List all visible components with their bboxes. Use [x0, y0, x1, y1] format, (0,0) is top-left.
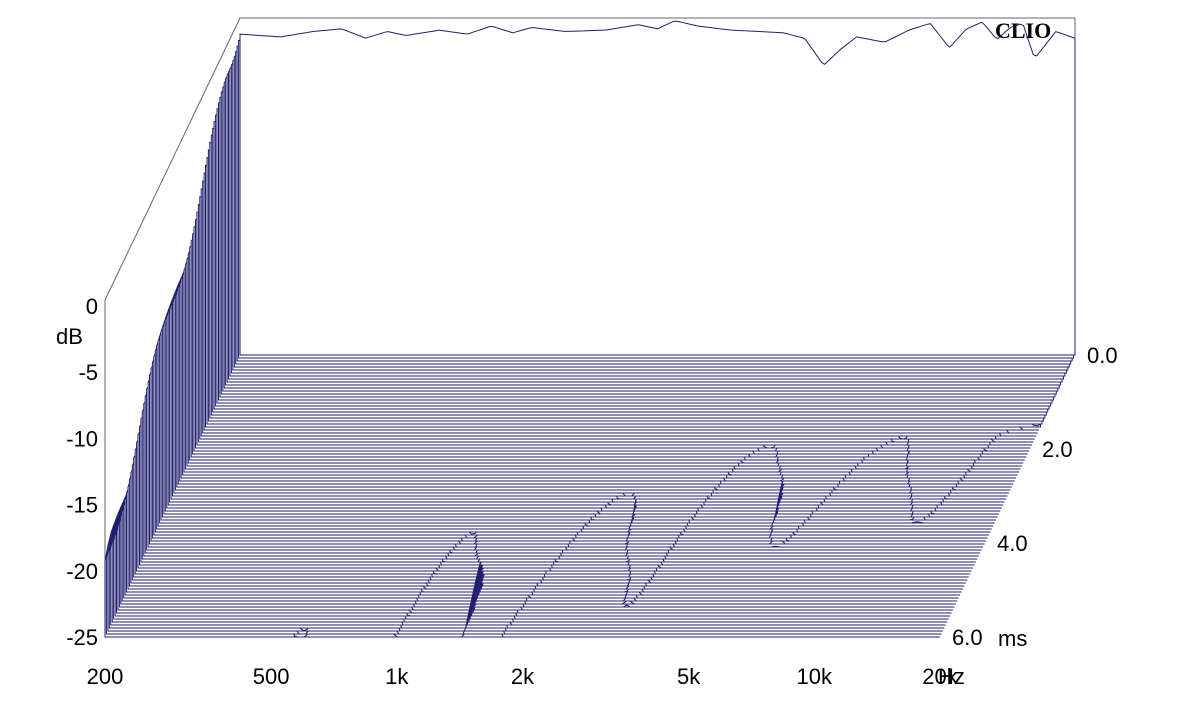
y-tick-label: -5 — [78, 360, 98, 385]
y-tick-label: -25 — [66, 625, 98, 650]
z-tick-label: 0.0 — [1087, 343, 1118, 368]
z-tick-label: 4.0 — [997, 531, 1028, 556]
x-tick-label: 2k — [511, 664, 535, 689]
z-axis-unit: ms — [998, 626, 1027, 651]
x-tick-label: 10k — [797, 664, 833, 689]
x-tick-label: 5k — [677, 664, 701, 689]
y-tick-label: -15 — [66, 493, 98, 518]
y-tick-label: -10 — [66, 426, 98, 451]
x-tick-label: 20k — [922, 664, 958, 689]
y-tick-label: 0 — [86, 294, 98, 319]
x-tick-label: 1k — [385, 664, 409, 689]
decay-slices — [104, 20, 1076, 638]
x-axis-unit: Hz — [938, 664, 965, 689]
y-axis-ticks: 0 -5 -10 -15 -20 -25 — [66, 294, 98, 650]
x-tick-label: 500 — [253, 664, 290, 689]
z-tick-label: 2.0 — [1042, 437, 1073, 462]
decay-slice — [239, 20, 1076, 356]
z-axis-ticks: 0.0 2.0 4.0 6.0 — [952, 343, 1118, 650]
x-axis-ticks: 200 500 1k 2k 5k 10k 20k — [87, 664, 959, 689]
y-tick-label: -20 — [66, 559, 98, 584]
brand-label: CLIO — [995, 18, 1051, 43]
y-axis-unit: dB — [56, 324, 83, 349]
z-tick-label: 6.0 — [952, 625, 983, 650]
x-tick-label: 200 — [87, 664, 124, 689]
